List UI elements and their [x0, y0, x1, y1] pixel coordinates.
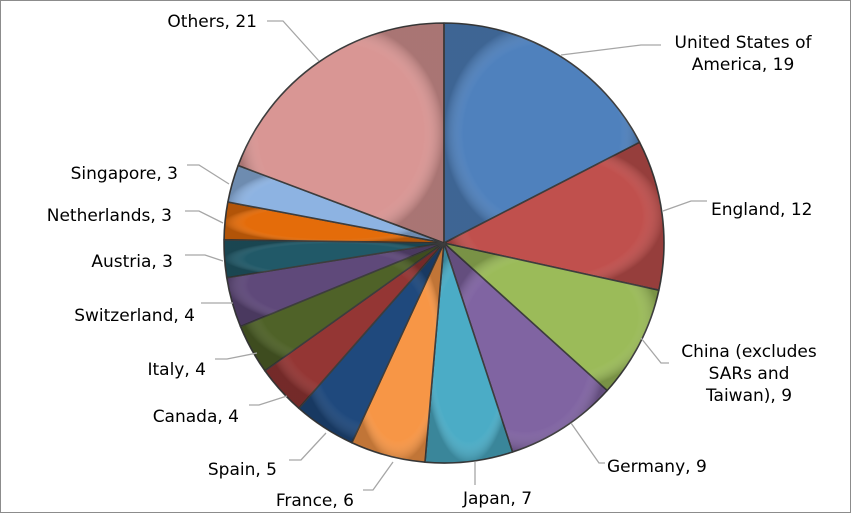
pie-slice-bevel-japan-7 — [425, 243, 513, 464]
leaders-layer — [185, 20, 707, 491]
leader-line-italy-4 — [215, 352, 258, 360]
data-label-others-21: Others, 21 — [167, 12, 257, 32]
data-label-singapore-3: Singapore, 3 — [71, 164, 178, 184]
leader-line-france-6 — [363, 461, 394, 491]
pie-slice-bevel-others-21 — [238, 23, 444, 243]
pie-slice-bevel-united-states-of-america-19 — [444, 23, 640, 243]
leader-line-austria-3 — [185, 254, 224, 262]
data-label-germany-9: Germany, 9 — [607, 457, 707, 477]
leader-line-spain-5 — [289, 432, 327, 461]
labels-layer: United States of America, 19 England, 12 Ch… — [47, 12, 817, 511]
pie-slice-bevel-china-excludes-sars-and-taiwan-9 — [444, 243, 659, 391]
leader-line-others-21 — [267, 20, 320, 62]
pie-slice-bevel-england-12 — [444, 142, 665, 291]
data-label-france-6: France, 6 — [276, 491, 354, 511]
pie-slice-bevel-germany-9 — [444, 243, 608, 453]
pie-slice-bevel-singapore-3 — [227, 165, 444, 243]
data-label-austria-3: Austria, 3 — [91, 252, 173, 272]
pie-slice-bevel-spain-5 — [298, 243, 444, 443]
data-label-canada-4: Canada, 4 — [153, 407, 239, 427]
data-label-switzerland-4: Switzerland, 4 — [74, 306, 195, 326]
pie-slice-bevel-switzerland-4 — [226, 243, 444, 327]
pie-slice-bevel-canada-4 — [264, 243, 444, 409]
pie-slice-bevel-france-6 — [351, 243, 444, 463]
data-label-spain-5: Spain, 5 — [208, 460, 277, 480]
data-label-japan-7: Japan, 7 — [462, 489, 532, 509]
leader-line-singapore-3 — [187, 164, 230, 185]
pie-slice-bevel-austria-3 — [224, 239, 444, 278]
data-label-united-states-of-america-19: United States of America, 19 — [675, 33, 813, 75]
leader-line-germany-9 — [570, 422, 605, 464]
data-label-netherlands-3: Netherlands, 3 — [47, 206, 172, 226]
leader-line-china-excludes-sars-and-taiwan-9 — [640, 337, 669, 364]
leader-line-england-12 — [662, 200, 707, 212]
slices-layer — [223, 22, 665, 464]
leader-line-canada-4 — [249, 395, 288, 406]
data-label-china-excludes-sars-and-taiwan-9: China (excludes SARs and Taiwan), 9 — [681, 342, 817, 406]
leader-line-united-states-of-america-19 — [560, 44, 661, 56]
data-label-england-12: England, 12 — [711, 200, 812, 220]
data-label-italy-4: Italy, 4 — [147, 360, 206, 380]
leader-line-netherlands-3 — [185, 210, 224, 224]
pie-slice-bevel-italy-4 — [240, 243, 444, 371]
